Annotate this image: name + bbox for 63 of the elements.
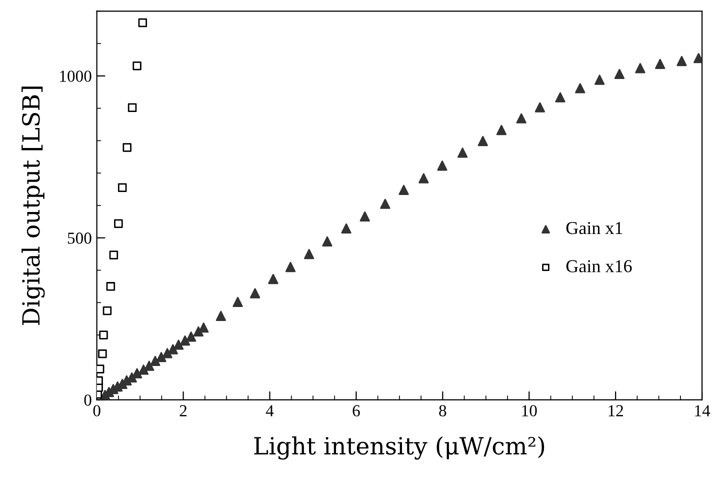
point: [122, 143, 132, 152]
point: [380, 198, 390, 209]
point: [676, 56, 687, 66]
point: [437, 160, 448, 171]
x-tick-label: 12: [608, 405, 623, 416]
point: [216, 310, 226, 321]
point: [555, 92, 566, 102]
y-tick-label: 500: [68, 232, 92, 244]
point: [138, 18, 148, 28]
point: [322, 236, 332, 246]
x-tick-label: 10: [522, 405, 537, 416]
point: [102, 306, 112, 316]
point: [232, 296, 243, 308]
point: [360, 211, 370, 222]
point: [98, 349, 107, 358]
point: [304, 248, 314, 260]
point: [398, 184, 409, 195]
point: [575, 83, 586, 94]
x-tick-label: 6: [352, 405, 360, 416]
point: [114, 219, 123, 228]
point: [198, 322, 209, 333]
x-tick-label: 8: [439, 405, 446, 416]
x-axis-title: Light intensity (μW/cm²): [254, 436, 544, 460]
point: [128, 103, 137, 112]
point: [594, 74, 605, 85]
x-tick-label: 4: [266, 405, 274, 416]
point: [250, 288, 260, 298]
x-tick-label: 0: [93, 405, 100, 416]
point: [109, 250, 118, 260]
point: [655, 58, 666, 70]
point: [180, 335, 190, 346]
point: [168, 344, 178, 354]
point: [156, 352, 166, 362]
point: [516, 113, 526, 124]
point: [418, 173, 429, 184]
point: [106, 282, 116, 291]
point: [614, 68, 625, 80]
point: [496, 124, 507, 136]
y-axis-title: Digital output [LSB]: [22, 86, 45, 325]
point: [268, 274, 278, 284]
y-tick-label: 1000: [60, 70, 92, 82]
point: [478, 136, 488, 146]
point: [635, 63, 646, 74]
point: [144, 360, 154, 371]
point: [99, 330, 108, 340]
point: [285, 262, 296, 272]
point: [132, 62, 142, 70]
point: [341, 223, 352, 234]
point: [693, 53, 702, 64]
point: [138, 364, 149, 375]
legend-label: Gain x1: [566, 222, 622, 234]
legend-label: Gain x16: [566, 260, 632, 272]
point: [118, 183, 127, 192]
x-tick-label: 14: [695, 405, 710, 416]
point: [186, 332, 196, 342]
x-tick-label: 2: [180, 405, 187, 416]
point: [96, 364, 104, 374]
point: [132, 368, 142, 378]
point: [173, 340, 184, 350]
point: [150, 356, 160, 366]
y-tick-label: 0: [84, 394, 92, 406]
point: [534, 102, 546, 112]
point: [457, 148, 468, 158]
